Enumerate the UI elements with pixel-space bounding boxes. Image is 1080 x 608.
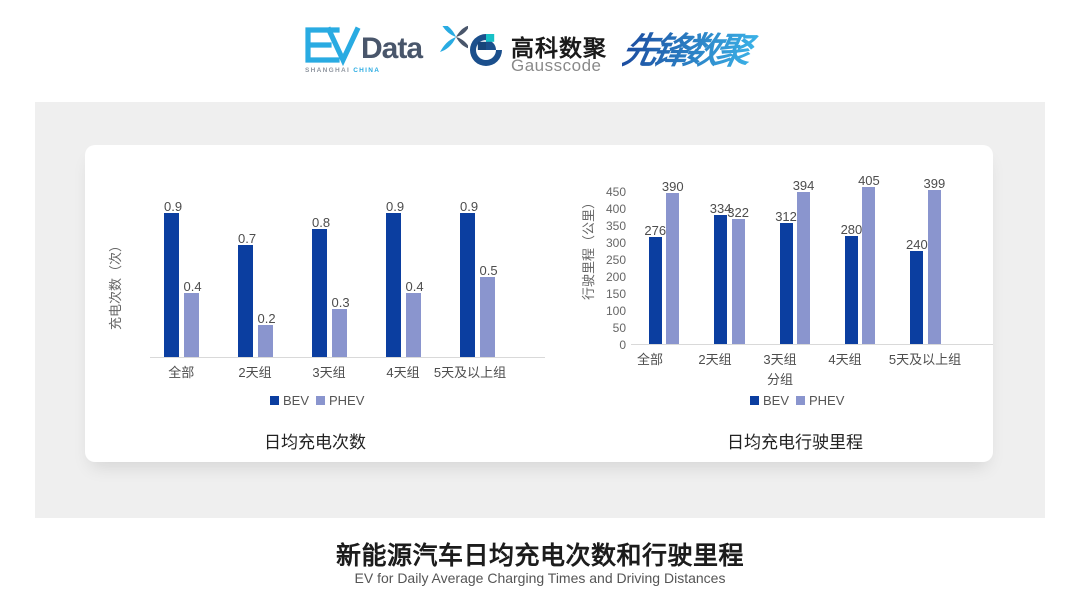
svg-text:Data: Data	[361, 32, 423, 65]
svg-text:先锋数聚: 先锋数聚	[622, 30, 761, 71]
